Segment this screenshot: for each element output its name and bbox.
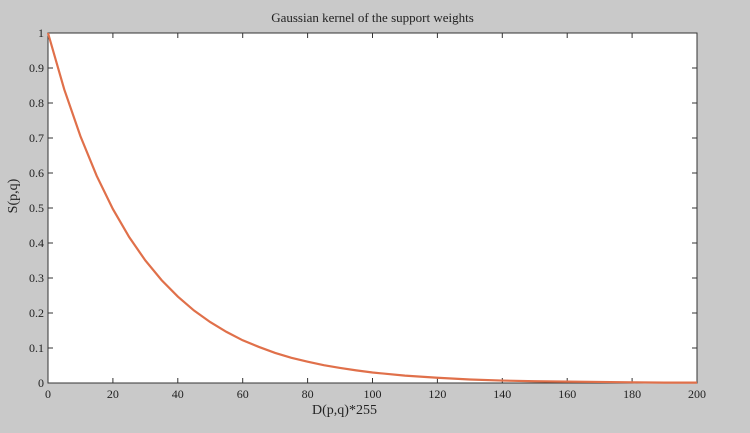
x-tick-label: 60 [237,387,249,401]
x-axis-title: D(p,q)*255 [312,403,377,418]
y-tick-label: 0.4 [29,236,44,250]
y-tick-label: 0.2 [29,306,44,320]
x-tick-label: 20 [107,387,119,401]
plot-area [47,32,698,384]
ticks-layer: 0 20 40 60 80 100 120 140 160 180 200 0 0.1 0.2 0.3 0.4… [29,26,706,401]
y-tick-label: 0 [38,376,44,390]
y-axis-title: S(p,q) [6,178,21,213]
y-tick-label: 0.8 [29,96,44,110]
x-tick-label: 100 [364,387,382,401]
x-tick-label: 120 [428,387,446,401]
x-tick-label: 80 [302,387,314,401]
x-tick-label: 140 [493,387,511,401]
y-tick-label: 0.5 [29,201,44,215]
y-tick-label: 1 [38,26,44,40]
y-tick-label: 0.9 [29,61,44,75]
chart-title: Gaussian kernel of the support weights [271,10,474,25]
x-tick-label: 180 [623,387,641,401]
y-tick-label: 0.3 [29,271,44,285]
x-tick-label: 40 [172,387,184,401]
x-tick-label: 200 [688,387,706,401]
x-tick-label: 0 [45,387,51,401]
y-tick-label: 0.7 [29,131,44,145]
series-line [46,32,697,384]
x-tick-label: 160 [558,387,576,401]
y-tick-label: 0.1 [29,341,44,355]
y-tick-label: 0.6 [29,166,44,180]
